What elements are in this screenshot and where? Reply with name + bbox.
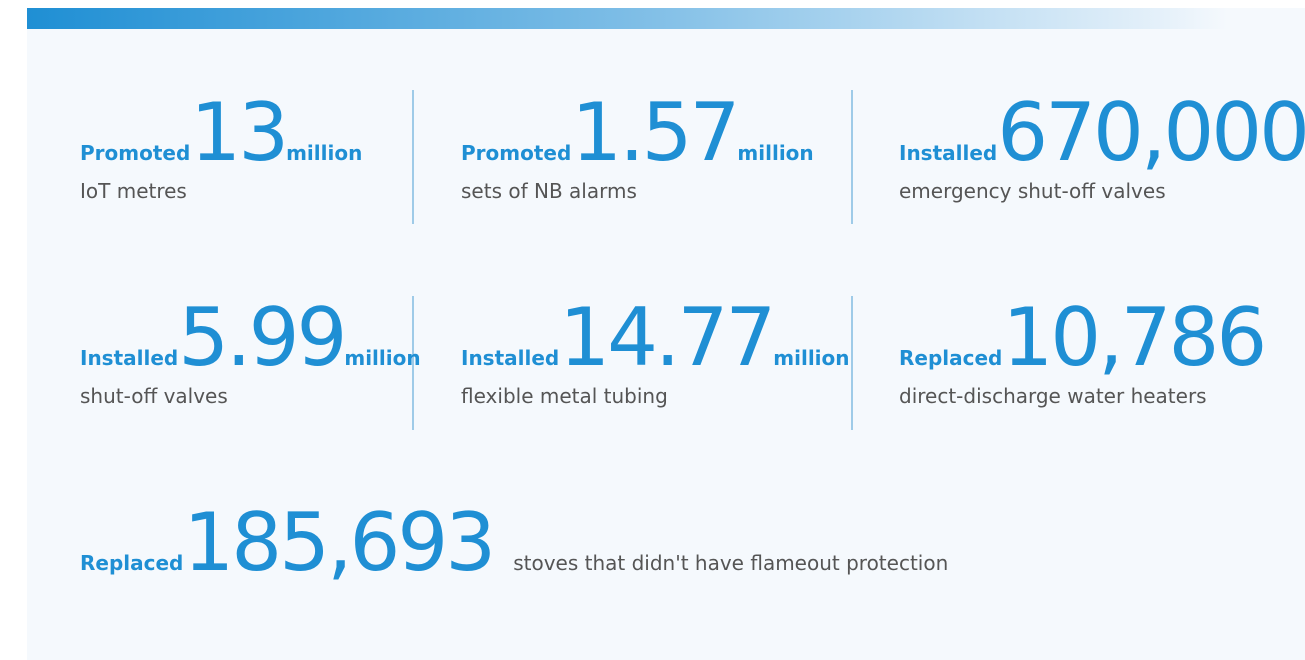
separator bbox=[851, 90, 853, 224]
stat: Replaced 185,693 stoves that didn't have f… bbox=[80, 503, 948, 583]
stat-desc: shut-off valves bbox=[80, 384, 228, 408]
stat-unit: million bbox=[737, 141, 814, 165]
stat-verb: Replaced bbox=[899, 346, 1003, 370]
stat: Installed 670,000 emergency shut-off valve… bbox=[899, 93, 1305, 204]
panel: Promoted 13 million IoT metres Promoted 1.57 m… bbox=[27, 8, 1305, 660]
stat-number: 14.77 bbox=[559, 291, 776, 384]
stat-unit: million bbox=[773, 346, 850, 370]
header-bar bbox=[27, 8, 1227, 29]
stat-desc: flexible metal tubing bbox=[461, 384, 668, 408]
stat-line: Promoted 13 million bbox=[80, 93, 362, 173]
stat-line: Installed 670,000 bbox=[899, 93, 1305, 173]
stat-number: 10,786 bbox=[1002, 291, 1267, 384]
stat-verb: Promoted bbox=[80, 141, 191, 165]
stat-unit: million bbox=[344, 346, 421, 370]
stat-line: Installed 5.99 million bbox=[80, 298, 421, 378]
stat: Promoted 1.57 million sets of NB alarms bbox=[461, 93, 814, 204]
stat-verb: Installed bbox=[899, 141, 998, 165]
separator bbox=[412, 90, 414, 224]
stat-line: Installed 14.77 million bbox=[461, 298, 850, 378]
stat-line: Replaced 185,693 stoves that didn't have f… bbox=[80, 503, 948, 583]
stat-unit: million bbox=[286, 141, 363, 165]
stat-desc: sets of NB alarms bbox=[461, 179, 637, 203]
stat-desc: IoT metres bbox=[80, 179, 187, 203]
stat-number: 5.99 bbox=[178, 291, 347, 384]
stat-number: 185,693 bbox=[183, 496, 496, 589]
stat-verb: Replaced bbox=[80, 551, 184, 575]
separator bbox=[851, 296, 853, 430]
stat: Installed 14.77 million flexible metal tubi… bbox=[461, 298, 850, 409]
stat-verb: Installed bbox=[461, 346, 560, 370]
stat-number: 1.57 bbox=[571, 86, 740, 179]
stat-verb: Installed bbox=[80, 346, 179, 370]
stat: Installed 5.99 million shut-off valves bbox=[80, 298, 421, 409]
stat: Replaced 10,786 direct-discharge water hea… bbox=[899, 291, 1267, 409]
stat-line: Promoted 1.57 million bbox=[461, 93, 814, 173]
stat-desc: emergency shut-off valves bbox=[899, 179, 1166, 203]
stat-desc: direct-discharge water heaters bbox=[899, 384, 1207, 408]
stat-number: 670,000 bbox=[997, 86, 1305, 179]
stat-line: Replaced 10,786 bbox=[899, 291, 1267, 384]
stat: Promoted 13 million IoT metres bbox=[80, 93, 362, 204]
separator bbox=[412, 296, 414, 430]
stat-verb: Promoted bbox=[461, 141, 572, 165]
stat-number: 13 bbox=[190, 86, 289, 179]
stat-desc: stoves that didn't have flameout protect… bbox=[513, 551, 949, 575]
